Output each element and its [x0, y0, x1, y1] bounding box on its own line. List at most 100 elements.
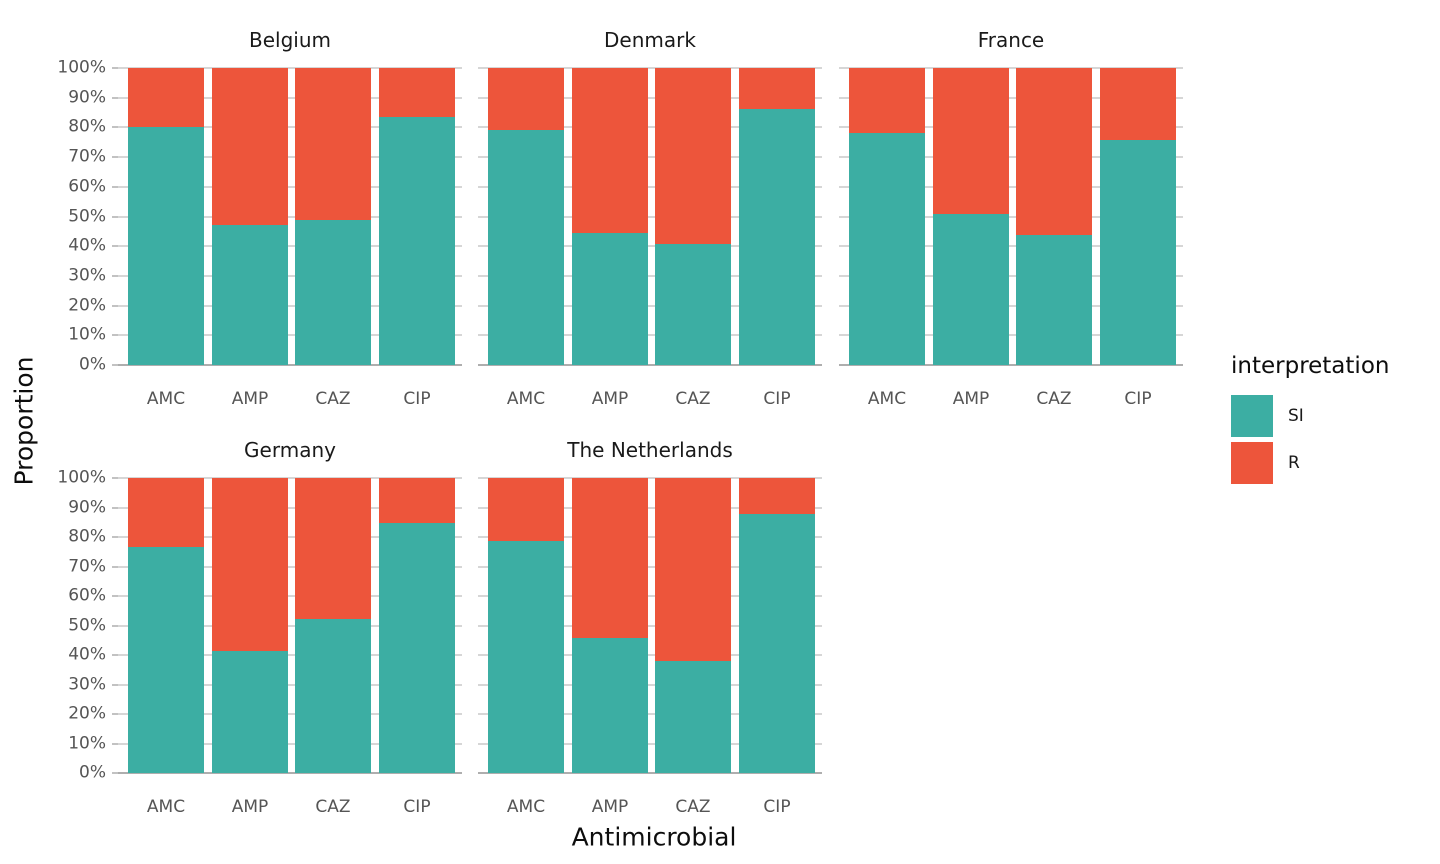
facet-title-the-netherlands: The Netherlands	[567, 438, 733, 462]
gridline	[478, 156, 822, 159]
facet-title-france: France	[977, 28, 1045, 52]
gridline	[118, 185, 462, 188]
gridline	[118, 536, 462, 538]
bar-denmark-amc	[488, 68, 564, 365]
legend-items: SI R	[1231, 395, 1389, 484]
x-tick-label: CIP	[403, 797, 431, 817]
bar-segment-r	[572, 68, 648, 233]
bar-belgium-amc	[128, 68, 204, 365]
x-tick-label: AMP	[231, 389, 269, 409]
gridline	[478, 624, 822, 627]
gridline	[478, 477, 822, 479]
y-tick-label: 100%	[57, 467, 106, 488]
bar-segment-si	[1016, 235, 1092, 365]
bar-segment-si	[933, 214, 1009, 365]
legend-item-r: R	[1231, 442, 1389, 484]
bar-segment-si	[379, 117, 455, 365]
bar-segment-si	[1100, 139, 1176, 365]
bar-france-amc	[849, 68, 925, 365]
y-tick-label: 60%	[68, 585, 106, 606]
y-tick-label: 30%	[68, 674, 106, 695]
bar-segment-si	[488, 540, 564, 773]
gridline	[839, 126, 1183, 129]
y-tick-label: 80%	[68, 116, 106, 137]
bar-segment-r	[739, 478, 815, 514]
y-axis-tick	[112, 245, 118, 248]
x-tick-label: CIP	[763, 389, 791, 409]
legend-swatch-si	[1231, 395, 1273, 437]
bar-segment-r	[212, 478, 288, 651]
y-axis-tick	[112, 713, 118, 715]
bar-segment-r	[655, 68, 731, 244]
gridline	[118, 304, 462, 307]
gridline	[118, 713, 462, 715]
gridline	[118, 334, 462, 337]
gridline	[839, 245, 1183, 248]
legend-title: interpretation	[1231, 353, 1390, 379]
gridline	[478, 96, 822, 99]
y-axis-tick	[112, 67, 118, 69]
bar-germany-cip	[379, 478, 455, 773]
y-tick-label: 60%	[68, 176, 106, 197]
x-tick-label: AMC	[146, 797, 186, 817]
facet-panel-france	[839, 67, 1183, 366]
gridline	[118, 595, 462, 597]
gridline	[478, 536, 822, 538]
x-tick-label: AMC	[506, 389, 546, 409]
x-tick-label: CIP	[403, 389, 431, 409]
gridline	[478, 683, 822, 686]
bar-segment-si	[572, 637, 648, 773]
y-tick-label: 40%	[68, 235, 106, 256]
gridline	[118, 565, 462, 568]
y-axis-tick	[112, 304, 118, 307]
bar-segment-r	[379, 68, 455, 117]
x-axis-line	[478, 364, 822, 366]
gridline	[839, 67, 1183, 69]
facet-title-belgium: Belgium	[249, 28, 331, 52]
facet-title-germany: Germany	[244, 438, 336, 462]
gridline	[118, 67, 462, 69]
bar-segment-si	[655, 660, 731, 773]
bar-segment-si	[739, 109, 815, 365]
bar-germany-amc	[128, 478, 204, 773]
y-tick-label: 30%	[68, 265, 106, 286]
bar-denmark-amp	[572, 68, 648, 365]
bar-the-netherlands-amp	[572, 478, 648, 773]
y-axis-tick	[112, 156, 118, 159]
legend-swatch-r	[1231, 442, 1273, 484]
bar-segment-r	[1016, 68, 1092, 236]
gridline	[478, 274, 822, 277]
x-tick-label: AMP	[952, 389, 990, 409]
bar-segment-r	[295, 68, 371, 221]
facet-panel-the-netherlands	[478, 477, 822, 774]
bar-segment-r	[128, 478, 204, 548]
bar-segment-r	[295, 478, 371, 619]
gridline	[478, 245, 822, 248]
gridline	[839, 215, 1183, 218]
y-tick-label: 90%	[68, 497, 106, 518]
bar-the-netherlands-cip	[739, 478, 815, 773]
bar-denmark-cip	[739, 68, 815, 365]
bar-segment-r	[379, 478, 455, 524]
x-tick-label: AMP	[591, 797, 629, 817]
bar-belgium-cip	[379, 68, 455, 365]
bar-segment-r	[128, 68, 204, 128]
gridline	[839, 304, 1183, 307]
bar-germany-caz	[295, 478, 371, 773]
y-tick-label: 0%	[79, 762, 106, 783]
legend: interpretation SI R	[1231, 353, 1389, 489]
gridline	[839, 334, 1183, 337]
bar-segment-si	[128, 547, 204, 773]
bar-segment-r	[739, 68, 815, 110]
y-axis-tick	[112, 506, 118, 509]
gridline	[478, 185, 822, 188]
y-tick-label: 20%	[68, 295, 106, 316]
y-axis-title: Proportion	[9, 356, 39, 486]
bar-segment-si	[295, 618, 371, 773]
bar-france-caz	[1016, 68, 1092, 365]
gridline	[478, 215, 822, 218]
x-tick-label: AMC	[506, 797, 546, 817]
bar-segment-r	[572, 478, 648, 638]
y-axis-tick	[112, 477, 118, 479]
gridline	[478, 334, 822, 337]
